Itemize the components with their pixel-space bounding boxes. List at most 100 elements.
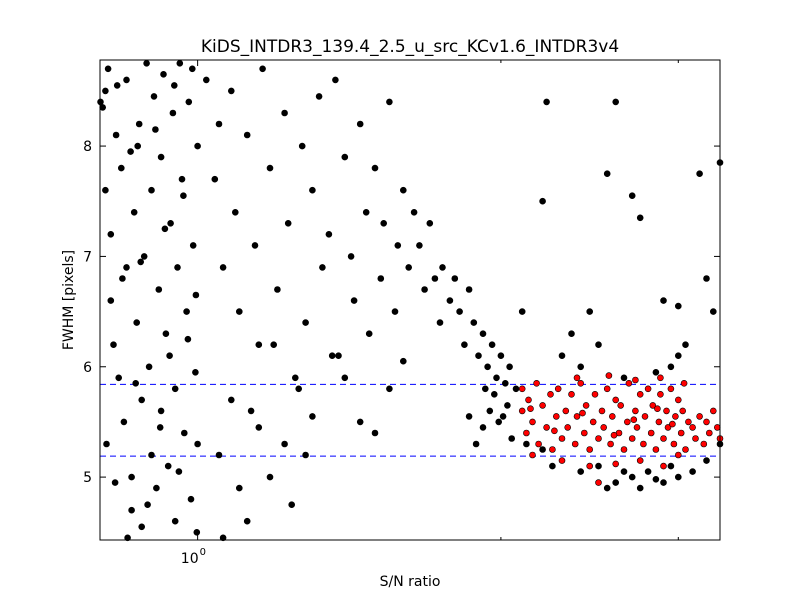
data-point [410,209,418,216]
data-point [309,186,316,194]
data-point [298,142,306,150]
data-point [523,429,530,437]
data-point [192,291,200,299]
data-point [603,484,611,492]
data-point [605,372,613,379]
data-point [568,390,575,398]
data-point [612,479,620,486]
data-point [309,413,316,420]
data-point [674,473,682,481]
data-point [127,148,134,155]
data-point [137,258,144,266]
data-point [633,424,641,431]
data-point [187,495,195,503]
data-point [281,109,288,117]
data-point [341,153,349,161]
data-point [133,319,140,326]
data-point [371,429,379,437]
data-point [703,418,710,426]
data-point [577,363,585,371]
data-point [284,220,292,227]
data-point [356,120,364,128]
data-point [176,59,184,67]
data-point [266,164,274,172]
data-point [612,460,620,468]
data-point [700,440,708,448]
data-point [571,440,579,448]
data-point [166,352,173,360]
data-point [102,186,109,194]
chart-title: KiDS_INTDR3_139.4_2.5_u_src_KCv1.6_INTDR… [201,37,619,57]
y-axis-title: FWHM [pixels] [61,250,77,350]
data-point [203,76,210,84]
data-point [181,429,188,437]
data-point [386,98,393,106]
data-point [405,264,413,271]
data-point [236,308,243,315]
data-point [636,214,644,222]
data-point [568,330,575,338]
data-point [391,308,399,315]
data-point [171,385,179,393]
data-point [647,429,655,437]
data-point [211,175,219,183]
data-point [554,385,562,393]
data-point [111,479,119,486]
data-point [518,407,526,415]
data-point [178,175,186,183]
data-point [365,330,373,338]
data-point [115,374,122,382]
data-point [610,431,618,439]
data-point [255,424,263,431]
data-point [672,413,679,420]
data-point [674,451,682,459]
data-point [479,330,487,338]
data-point [628,192,636,199]
data-point [674,302,682,310]
data-point [617,402,625,409]
data-point [632,407,639,415]
data-point [431,275,439,282]
data-point [628,435,636,442]
data-point [679,407,687,415]
data-point [185,98,193,106]
data-point [180,192,187,199]
data-point [169,109,177,117]
data-point [130,209,138,216]
data-point [577,468,585,475]
data-point [654,405,661,413]
data-point [302,319,309,326]
data-point [219,534,227,542]
data-point [281,440,288,448]
data-point [657,390,664,398]
data-point [577,379,585,387]
data-point [652,475,660,483]
data-point [490,390,498,398]
data-point [552,413,560,420]
data-point [573,374,581,382]
data-point [543,424,550,431]
data-point [215,120,223,128]
data-point [236,484,243,492]
data-point [175,468,183,475]
data-point [152,126,159,133]
data-point [171,82,178,89]
data-point [539,446,546,453]
data-point [456,308,463,315]
data-point [461,341,468,349]
data-point [270,341,278,349]
data-point [386,385,393,393]
data-point [663,407,670,415]
data-point [164,462,172,470]
data-point [479,424,487,431]
x-tick-label: 10 [181,551,199,567]
data-point [539,402,546,409]
data-point [652,446,660,453]
data-point [128,506,135,514]
data-point [157,407,165,415]
data-point [243,517,251,525]
data-point [243,131,251,139]
data-point [660,297,667,304]
data-point [649,402,657,409]
data-point [674,352,682,360]
